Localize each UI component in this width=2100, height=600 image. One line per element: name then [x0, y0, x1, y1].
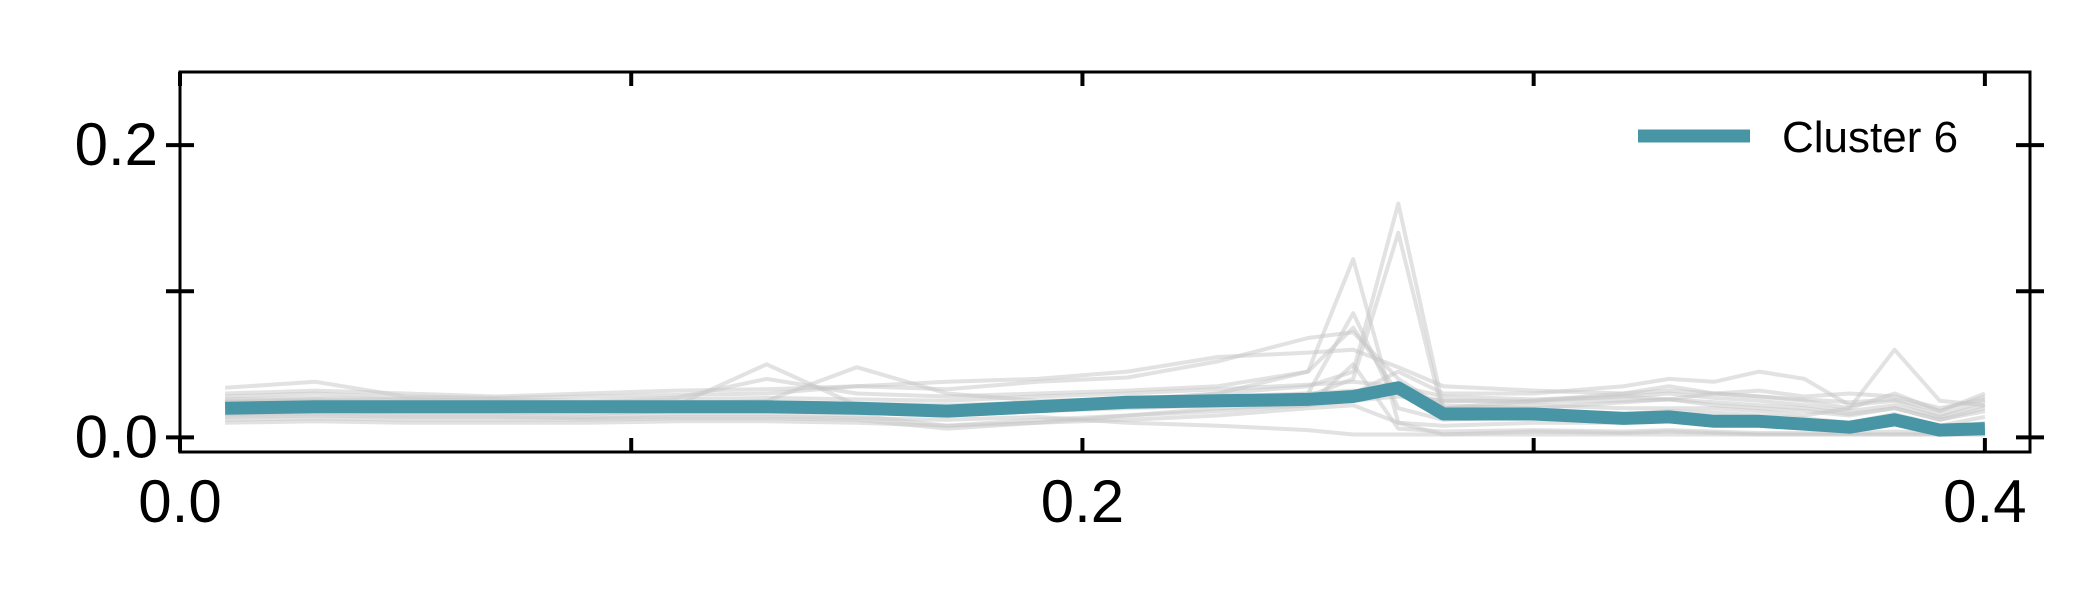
highlight-series-group	[224, 381, 1986, 437]
ticks-group: 0.0 0.2 0.4 0.0 0.2	[75, 72, 2044, 535]
y-tick-label: 0.0	[75, 403, 158, 470]
y-tick-label: 0.2	[75, 111, 158, 178]
plot-frame	[178, 70, 2032, 454]
axes-group	[178, 70, 2032, 454]
legend: Cluster 6	[1638, 113, 1958, 162]
series-line-highlight	[224, 381, 1986, 437]
x-tick-label: 0.2	[1041, 468, 1124, 535]
series-line-background-3	[225, 201, 1986, 418]
legend-label: Cluster 6	[1782, 113, 1958, 162]
x-tick-label: 0.0	[138, 468, 221, 535]
series-line-background-12	[225, 347, 1986, 414]
x-tick-label: 0.4	[1943, 468, 2026, 535]
